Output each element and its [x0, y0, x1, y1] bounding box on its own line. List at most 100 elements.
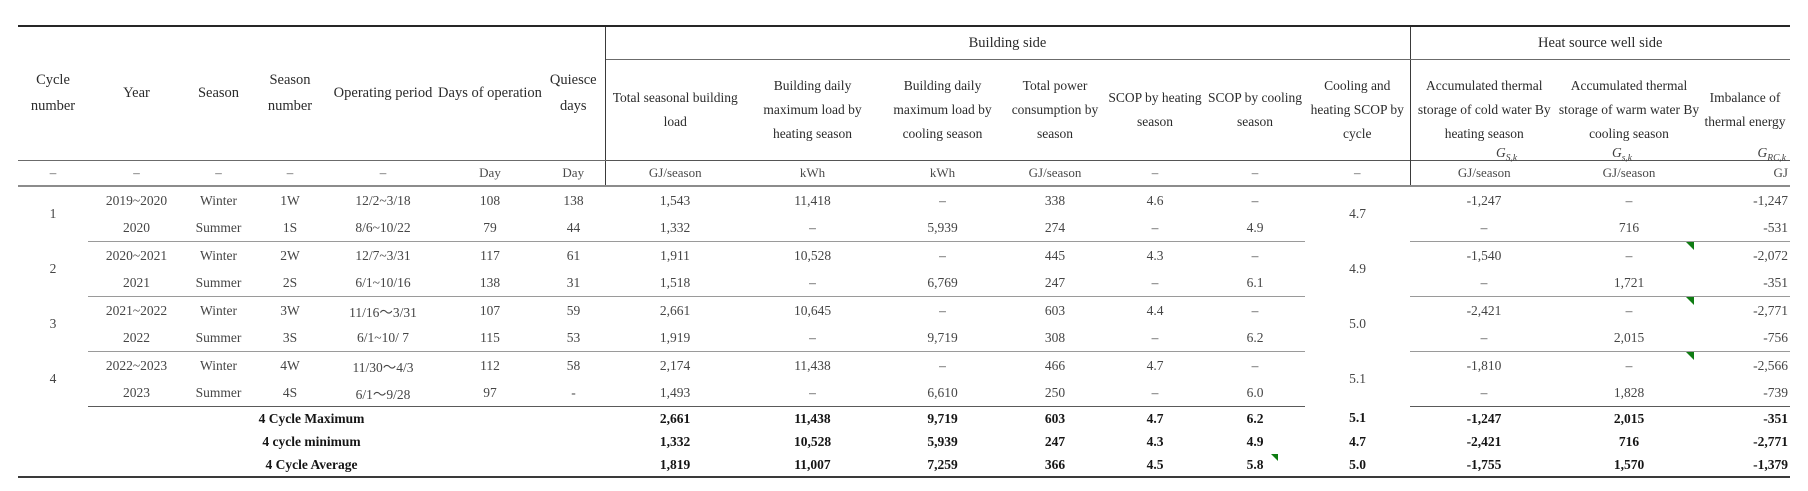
summary-power: 247	[1044, 433, 1066, 449]
summary-load: 1,819	[605, 453, 745, 478]
unit-warm-water: Gs,k GJ/season	[1558, 145, 1700, 187]
cell-cycle-number: 4	[49, 371, 57, 386]
cell-load: 1,518	[605, 269, 745, 297]
cell-year: 2019~2020	[105, 192, 168, 208]
cell-load: 1,919	[605, 324, 745, 352]
col-header-season-number: Season number	[252, 25, 328, 161]
comment-flag-icon	[1686, 352, 1694, 360]
summary-power: 366	[1005, 453, 1105, 478]
cell-period: 6/1~10/16	[328, 269, 438, 297]
cell-imbalance: -351	[1700, 269, 1790, 297]
cell-power: 247	[1005, 269, 1105, 297]
cell-warm-water: 716	[1558, 214, 1700, 242]
cell-season-number: 3S	[252, 324, 328, 352]
cell-load: 1,493	[605, 379, 745, 407]
cell-days: 117	[480, 247, 500, 263]
cell-season-number: 3W	[280, 302, 300, 318]
cell-warm-water: –	[1625, 192, 1633, 208]
summary-scop-cool: 6.2	[1246, 410, 1264, 426]
cell-power: 338	[1044, 192, 1066, 208]
cell-scop-cool: –	[1251, 192, 1259, 208]
cell-scop-cycle: 5.1	[1349, 371, 1366, 386]
summary-max-cool: 5,939	[927, 433, 958, 449]
cell-season-number: 1S	[252, 214, 328, 242]
cell-season: Winter	[200, 192, 237, 208]
cell-scop-cool: 6.1	[1205, 269, 1305, 297]
cell-load: 1,911	[660, 247, 690, 263]
cell-scop-heat: –	[1105, 324, 1205, 352]
summary-load: 1,332	[659, 433, 691, 449]
summary-scop-cycle: 5.0	[1305, 453, 1410, 478]
cell-warm-water: –	[1558, 352, 1700, 380]
summary-scop-cycle: 4.7	[1349, 433, 1366, 449]
cell-season: Winter	[200, 247, 237, 263]
cell-period: 6/1~10/ 7	[328, 324, 438, 352]
summary-scop-cool: 5.8	[1205, 453, 1305, 478]
col-header-scop-heating: SCOP by heating season	[1108, 89, 1202, 129]
cell-days: 108	[479, 192, 501, 208]
cell-period: 11/30～4/3	[352, 359, 414, 375]
summary-scop-cool: 4.9	[1246, 433, 1264, 449]
col-header-imbalance: Imbalance of thermal energy	[1704, 89, 1786, 129]
cell-scop-cool: –	[1251, 302, 1259, 318]
cell-scop-heat: 4.7	[1146, 357, 1164, 373]
comment-flag-icon	[1686, 297, 1694, 305]
summary-warm-water: 1,570	[1558, 453, 1700, 478]
cell-scop-heat: –	[1105, 214, 1205, 242]
cell-load: 2,661	[659, 302, 691, 318]
cell-cold-water: –	[1410, 379, 1558, 407]
summary-power: 603	[1044, 410, 1066, 426]
cell-year: 2023	[88, 379, 185, 407]
cell-season: Summer	[185, 214, 252, 242]
cell-load: 2,174	[659, 357, 691, 373]
cell-period: 12/7~3/31	[355, 247, 411, 263]
cell-cold-water: –	[1410, 269, 1558, 297]
col-header-accumulated-warm-water: Accumulated thermal storage of warm wate…	[1558, 77, 1700, 142]
cell-max-cool: –	[939, 357, 946, 373]
cell-scop-cool: 6.0	[1205, 379, 1305, 407]
cell-power: 274	[1005, 214, 1105, 242]
col-header-cycle-number: Cycle number	[18, 25, 88, 161]
symbol-g-sk-cold: GS,k	[1496, 145, 1518, 164]
cell-max-heat: 11,438	[794, 357, 831, 373]
cell-quiesce: 58	[566, 357, 581, 373]
unit-cycle: –	[18, 160, 88, 187]
cell-period: 12/2~3/18	[355, 192, 411, 208]
cell-quiesce: -	[542, 379, 605, 407]
unit-quiesce: Day	[542, 160, 606, 187]
cell-power: 445	[1044, 247, 1066, 263]
cell-scop-cycle: 4.9	[1349, 261, 1366, 276]
cell-days: 79	[438, 214, 542, 242]
summary-scop-heat: 4.7	[1146, 410, 1164, 426]
col-header-scop-cycle: Cooling and heating SCOP by cycle	[1305, 59, 1411, 161]
cell-year: 2022	[88, 324, 185, 352]
cell-max-cool: 5,939	[880, 214, 1005, 242]
unit-year: –	[88, 160, 185, 187]
seasonal-operation-table: Cycle number Year Season Season number O…	[18, 25, 1790, 478]
unit-max-cool: kWh	[880, 160, 1005, 187]
group-header-building-side: Building side	[605, 25, 1411, 60]
unit-days: Day	[438, 160, 542, 187]
cell-warm-water: 1,721	[1558, 269, 1700, 297]
comment-flag-icon	[1271, 454, 1278, 461]
cell-cycle-number: 2	[49, 261, 57, 276]
symbol-g-rck: GRC,k	[1757, 145, 1786, 164]
summary-cold-water: -1,755	[1410, 453, 1558, 478]
cell-max-heat: 11,418	[794, 192, 831, 208]
cell-max-heat: 10,528	[793, 247, 832, 263]
cell-cold-water: –	[1410, 214, 1558, 242]
cell-max-cool: 9,719	[880, 324, 1005, 352]
cell-scop-cool: –	[1251, 247, 1259, 263]
cell-warm-water: –	[1558, 242, 1700, 270]
unit-scop-cool: –	[1205, 160, 1305, 187]
cell-max-heat: 10,645	[793, 302, 832, 318]
cell-season-number: 4S	[252, 379, 328, 407]
unit-power: GJ/season	[1005, 160, 1105, 187]
summary-max-cool: 7,259	[880, 453, 1005, 478]
summary-max-heat: 11,438	[794, 410, 831, 426]
col-header-days-of-operation: Days of operation	[438, 25, 542, 161]
cell-season-number: 2W	[280, 247, 300, 263]
cell-cold-water: -1,810	[1466, 357, 1502, 373]
col-header-operating-period: Operating period	[328, 25, 438, 161]
cell-scop-heat: 4.4	[1146, 302, 1164, 318]
